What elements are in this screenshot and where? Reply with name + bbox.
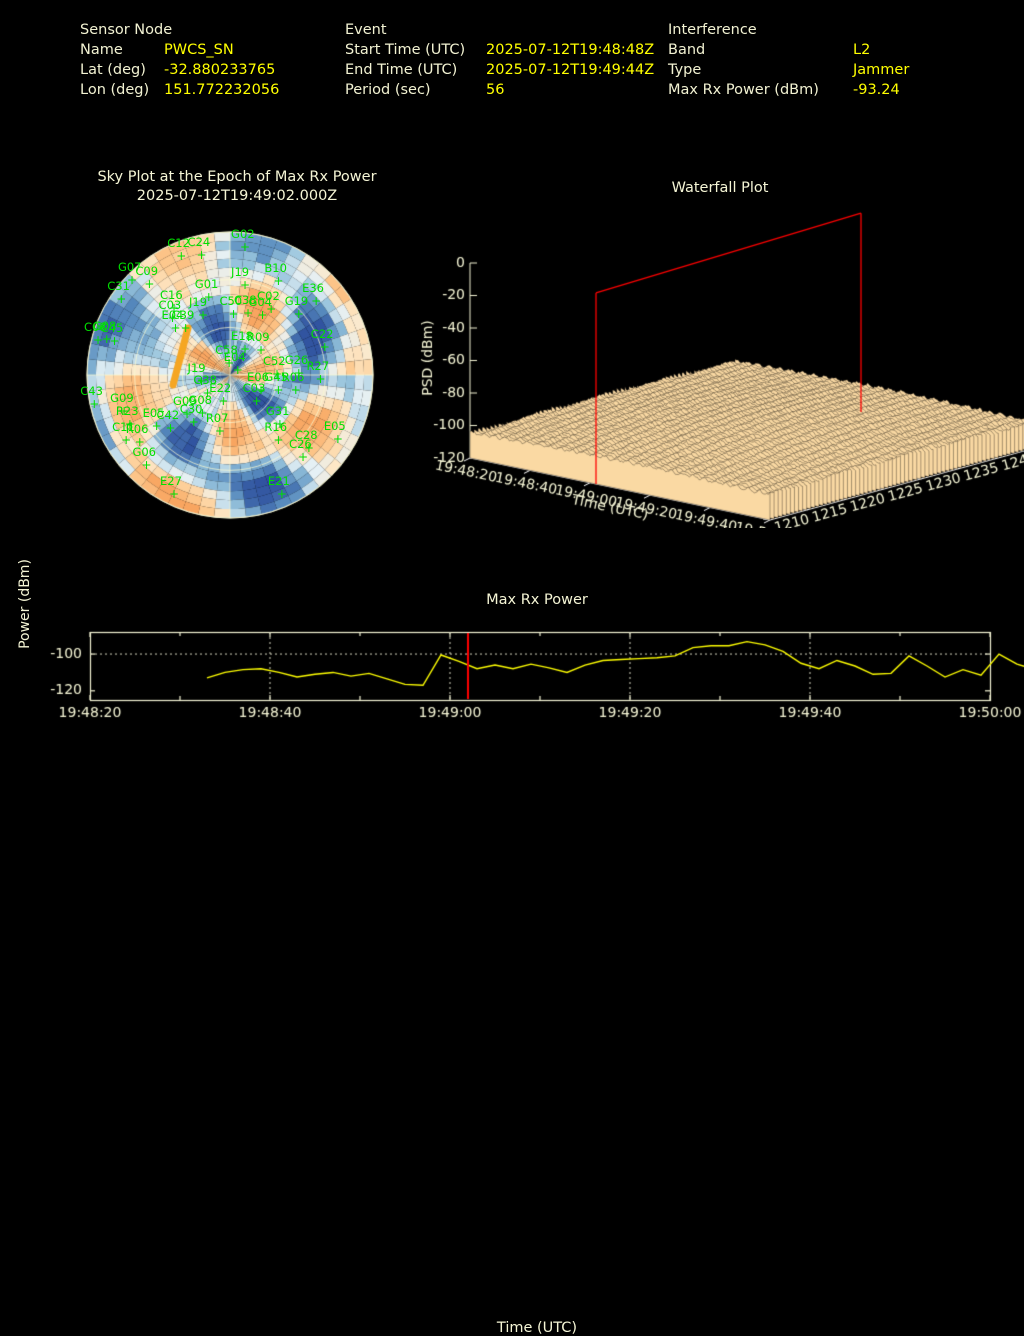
max-rx-power-panel: Max Rx Power Time (UTC) [0, 580, 1024, 1336]
sky-plot-title: Sky Plot at the Epoch of Max Rx Power 20… [72, 168, 402, 206]
event-period-value: 56 [486, 82, 505, 98]
event-end-value: 2025-07-12T19:49:44Z [486, 62, 655, 78]
event-start-value: 2025-07-12T19:48:48Z [486, 42, 655, 58]
sensor-name-label: Name [80, 42, 123, 58]
sensor-lon-label: Lon (deg) [80, 82, 150, 98]
sensor-lon-value: 151.772232056 [164, 82, 280, 98]
sensor-lat-label: Lat (deg) [80, 62, 146, 78]
sky-plot-canvas[interactable] [85, 230, 375, 520]
interference-maxrx-value: -93.24 [853, 82, 900, 98]
interference-maxrx-label: Max Rx Power (dBm) [668, 82, 819, 98]
interference-band-label: Band [668, 42, 706, 58]
event-end-label: End Time (UTC) [345, 62, 458, 78]
sky-plot-title-line2: 2025-07-12T19:49:02.000Z [136, 188, 338, 204]
sensor-node-group-label: Sensor Node [80, 22, 173, 38]
interference-group-label: Interference [668, 22, 757, 38]
event-period-label: Period (sec) [345, 82, 431, 98]
event-start-label: Start Time (UTC) [345, 42, 466, 58]
interference-band-value: L2 [853, 42, 871, 58]
interference-type-label: Type [668, 62, 702, 78]
waterfall-plot-panel: Waterfall Plot [410, 168, 1024, 528]
sky-plot-panel: Sky Plot at the Epoch of Max Rx Power 20… [72, 168, 402, 528]
max-rx-power-xaxis-label: Time (UTC) [496, 1320, 578, 1336]
event-group-label: Event [345, 22, 387, 38]
max-rx-power-yaxis-label: Power (dBm) [17, 559, 33, 649]
interference-type-value: Jammer [853, 62, 910, 78]
sensor-name-value: PWCS_SN [164, 42, 234, 58]
waterfall-plot-canvas[interactable] [410, 168, 1024, 528]
metadata-header: Sensor Node Name PWCS_SN Lat (deg) -32.8… [0, 0, 1024, 110]
sensor-lat-value: -32.880233765 [164, 62, 276, 78]
max-rx-power-canvas[interactable] [0, 580, 1024, 768]
sky-plot-title-line1: Sky Plot at the Epoch of Max Rx Power [97, 169, 377, 185]
